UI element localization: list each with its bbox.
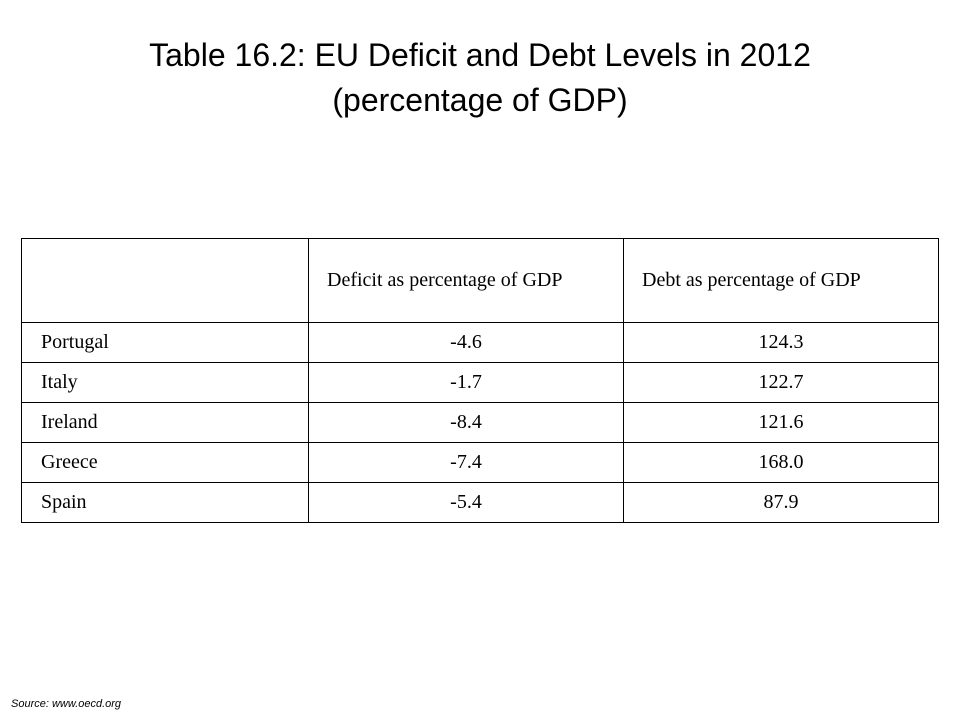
deficit-cell: -8.4 xyxy=(308,402,624,443)
country-cell: Portugal xyxy=(21,322,309,363)
debt-cell: 122.7 xyxy=(623,362,939,403)
source-note: Source: www.oecd.org xyxy=(11,698,122,710)
title-line-2: (percentage of GDP) xyxy=(332,82,628,118)
header-cell-empty xyxy=(21,238,309,323)
country-cell: Greece xyxy=(21,442,309,483)
country-cell: Spain xyxy=(21,482,309,523)
header-cell-debt: Debt as percentage of GDP xyxy=(623,238,939,323)
table-row: Spain -5.4 87.9 xyxy=(21,482,939,523)
data-table: Deficit as percentage of GDP Debt as per… xyxy=(21,238,939,523)
table-row: Italy -1.7 122.7 xyxy=(21,362,939,403)
deficit-cell: -5.4 xyxy=(308,482,624,523)
page-title: Table 16.2: EU Deficit and Debt Levels i… xyxy=(0,33,960,123)
debt-cell: 87.9 xyxy=(623,482,939,523)
table-header-row: Deficit as percentage of GDP Debt as per… xyxy=(21,238,939,323)
header-cell-deficit: Deficit as percentage of GDP xyxy=(308,238,624,323)
deficit-cell: -7.4 xyxy=(308,442,624,483)
table-row: Portugal -4.6 124.3 xyxy=(21,322,939,363)
debt-cell: 124.3 xyxy=(623,322,939,363)
deficit-cell: -4.6 xyxy=(308,322,624,363)
country-cell: Italy xyxy=(21,362,309,403)
debt-cell: 121.6 xyxy=(623,402,939,443)
table-row: Ireland -8.4 121.6 xyxy=(21,402,939,443)
title-line-1: Table 16.2: EU Deficit and Debt Levels i… xyxy=(149,37,811,73)
deficit-cell: -1.7 xyxy=(308,362,624,403)
table-row: Greece -7.4 168.0 xyxy=(21,442,939,483)
country-cell: Ireland xyxy=(21,402,309,443)
debt-cell: 168.0 xyxy=(623,442,939,483)
